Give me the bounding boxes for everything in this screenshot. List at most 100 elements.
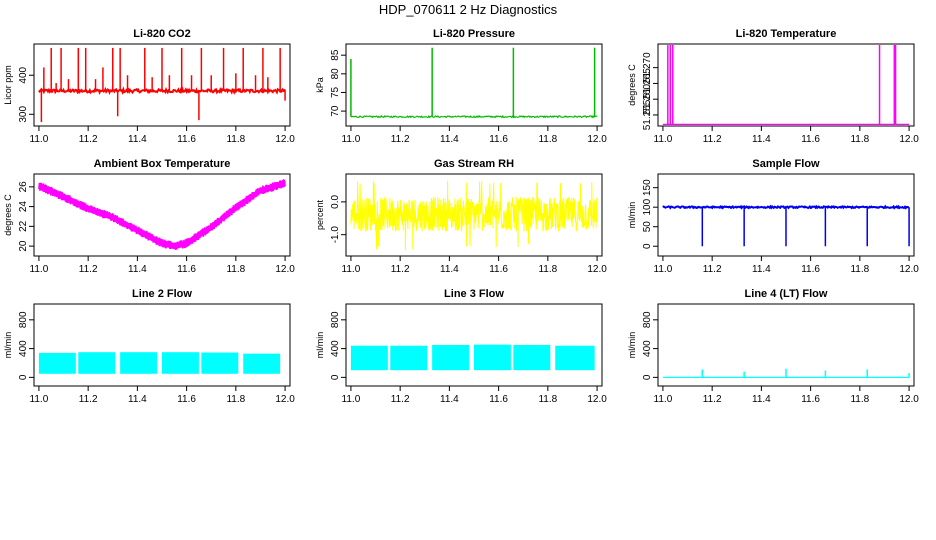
panel-title: Li-820 Pressure — [433, 28, 515, 40]
y-tick-label: 800 — [330, 311, 341, 328]
x-tick-label: 11.8 — [850, 264, 869, 275]
panel-line4: Line 4 (LT) Flow 11.0 11.2 11.4 11.6 11.8 12.0… — [627, 288, 919, 405]
y-tick-label: 51.260 — [642, 83, 653, 114]
x-tick-label: 11.4 — [440, 394, 459, 405]
y-tick-label: 400 — [330, 340, 341, 357]
x-tick-label: 11.8 — [226, 394, 245, 405]
x-tick-label: 11.6 — [177, 134, 196, 145]
x-tick-label: 11.6 — [489, 264, 508, 275]
x-tick-label: 12.0 — [899, 394, 919, 405]
y-tick-label: 0 — [330, 374, 341, 380]
x-tick-label: 11.4 — [128, 134, 147, 145]
y-tick-label: 24 — [18, 201, 29, 213]
x-tick-label: 11.4 — [128, 264, 147, 275]
panel-line2: Line 2 Flow 11.0 11.2 11.4 11.6 11.8 12.0 0 400 8… — [3, 288, 295, 405]
x-tick-label: 11.6 — [489, 134, 508, 145]
x-tick-label: 11.8 — [226, 134, 245, 145]
y-tick-label: 51.255 — [642, 99, 653, 130]
x-tick-label: 11.0 — [30, 394, 49, 405]
x-tick-label: 11.2 — [79, 394, 98, 405]
panel-rh: Gas Stream RH 11.0 11.2 11.4 11.6 11.8 12.0 -1.… — [315, 158, 607, 275]
y-tick-label: 400 — [642, 340, 653, 357]
panel-licor_temp: Li-820 Temperature 11.0 11.2 11.4 11.6 11.8 12… — [627, 28, 919, 145]
x-tick-label: 12.0 — [275, 264, 295, 275]
plot-frame — [33, 43, 291, 127]
x-tick-label: 11.0 — [654, 134, 673, 145]
y-axis-label: Licor ppm — [3, 65, 13, 105]
y-tick-label: 85 — [330, 49, 341, 61]
panel-co2: Li-820 CO2 11.0 11.2 11.4 11.6 11.8 12.0 300 400… — [3, 28, 295, 145]
x-tick-label: 11.0 — [342, 134, 361, 145]
y-axis-label: degrees C — [3, 194, 13, 236]
series-line — [350, 180, 598, 251]
plot-frame — [345, 43, 603, 127]
y-tick-label: 51.270 — [642, 52, 653, 83]
x-tick-label: 11.0 — [30, 134, 49, 145]
panel-title: Li-820 Temperature — [736, 28, 837, 40]
x-tick-label: 11.6 — [801, 394, 820, 405]
flow-block — [474, 344, 511, 371]
x-tick-label: 11.2 — [703, 394, 722, 405]
flow-block — [390, 345, 428, 371]
x-tick-label: 11.8 — [850, 394, 869, 405]
y-tick-label: 0 — [642, 243, 653, 249]
x-tick-label: 11.6 — [489, 394, 508, 405]
x-tick-label: 11.2 — [391, 394, 410, 405]
x-tick-label: 11.4 — [752, 394, 771, 405]
flow-block — [513, 345, 551, 371]
panel-grid: Li-820 CO2 11.0 11.2 11.4 11.6 11.8 12.0 300 400… — [3, 28, 919, 405]
x-tick-label: 11.2 — [703, 134, 722, 145]
y-tick-label: 80 — [330, 68, 341, 80]
x-tick-label: 11.0 — [342, 264, 361, 275]
x-tick-label: 11.2 — [391, 264, 410, 275]
series-line — [350, 114, 598, 119]
x-tick-label: 11.4 — [128, 394, 147, 405]
panel-title: Li-820 CO2 — [133, 28, 190, 40]
flow-block — [38, 352, 76, 374]
y-tick-label: 0.0 — [330, 194, 341, 208]
plot-frame — [33, 173, 291, 257]
x-tick-label: 11.4 — [440, 264, 459, 275]
y-tick-label: 400 — [18, 66, 29, 83]
y-tick-label: 50 — [642, 221, 653, 233]
x-tick-label: 12.0 — [275, 134, 295, 145]
y-tick-label: 300 — [18, 106, 29, 123]
series-line — [662, 204, 910, 210]
x-tick-label: 11.4 — [440, 134, 459, 145]
panel-title: Line 2 Flow — [132, 288, 192, 300]
figure-title: HDP_070611 2 Hz Diagnostics — [379, 2, 558, 17]
plot-frame — [33, 303, 291, 387]
x-tick-label: 12.0 — [899, 264, 919, 275]
y-axis-label: ml/min — [627, 202, 637, 229]
y-tick-label: 400 — [18, 340, 29, 357]
panel-pressure: Li-820 Pressure 11.0 11.2 11.4 11.6 11.8 12.0 7… — [315, 28, 607, 145]
flow-block — [120, 352, 158, 374]
panel-title: Sample Flow — [752, 158, 820, 170]
y-tick-label: 75 — [330, 86, 341, 98]
y-tick-label: 150 — [642, 179, 653, 196]
plot-frame — [345, 303, 603, 387]
flow-block — [243, 353, 281, 374]
panel-title: Line 4 (LT) Flow — [745, 288, 828, 300]
x-tick-label: 12.0 — [587, 264, 607, 275]
y-tick-label: 0 — [18, 374, 29, 380]
y-tick-label: -1.0 — [330, 226, 341, 244]
y-tick-label: 51.265 — [642, 68, 653, 99]
x-tick-label: 11.4 — [752, 264, 771, 275]
flow-block — [555, 345, 595, 371]
x-tick-label: 11.8 — [226, 264, 245, 275]
y-tick-label: 22 — [18, 220, 29, 232]
x-tick-label: 11.2 — [79, 134, 98, 145]
x-tick-label: 11.2 — [703, 264, 722, 275]
panel-title: Gas Stream RH — [434, 158, 514, 170]
flow-block — [432, 345, 470, 371]
flow-block — [162, 352, 199, 374]
x-tick-label: 11.0 — [654, 394, 673, 405]
panel-line3: Line 3 Flow 11.0 11.2 11.4 11.6 11.8 12.0 0 400 8… — [315, 288, 607, 405]
y-tick-label: 800 — [642, 311, 653, 328]
y-axis-label: degrees C — [627, 64, 637, 106]
x-tick-label: 11.6 — [177, 264, 196, 275]
x-tick-label: 12.0 — [587, 394, 607, 405]
